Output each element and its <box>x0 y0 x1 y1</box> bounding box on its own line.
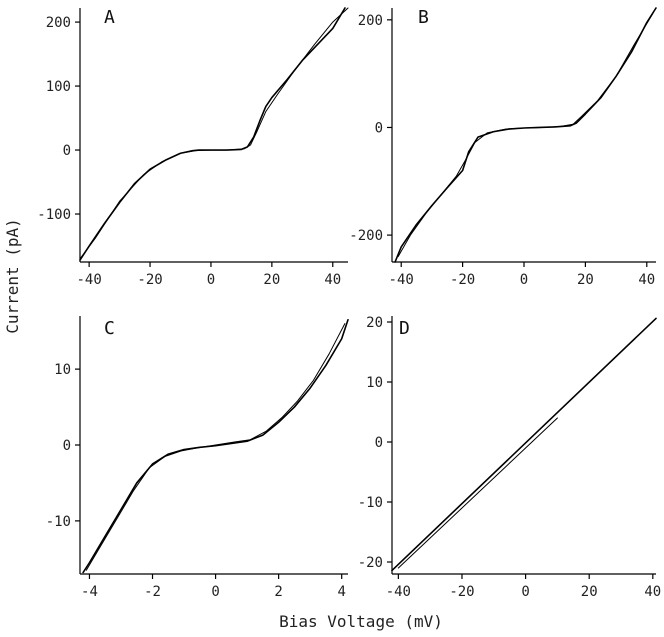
panel-b-x-tick-label: -40 <box>389 272 414 288</box>
panel-d-x-tick-label: -40 <box>386 584 411 600</box>
panel-a-y-tick-label: 100 <box>46 79 71 95</box>
panel-c-x-tick-label: 4 <box>337 584 345 600</box>
panel-c: C -4 -2 0 2 4 -10 0 10 <box>46 316 349 600</box>
panel-a-x-tick-label: -20 <box>137 272 162 288</box>
panel-b-x-tick-label: 20 <box>577 272 594 288</box>
panel-c-y-tick-label: 10 <box>54 362 71 378</box>
panel-a-x-tick-label: 20 <box>263 272 280 288</box>
panel-d-y-tick-label: 20 <box>366 315 383 331</box>
panel-a-y-tick-label: 200 <box>46 15 71 31</box>
panel-a: A -40 -20 0 20 40 -100 0 100 200 <box>37 7 349 288</box>
panel-d-x-tick-label: 0 <box>521 584 529 600</box>
panel-a-label: A <box>104 7 115 28</box>
panel-a-x-tick-label: -40 <box>76 272 101 288</box>
y-axis-title: Current (pA) <box>3 218 22 334</box>
panel-c-label: C <box>104 318 115 339</box>
panel-c-sweep-2 <box>85 323 346 571</box>
panel-a-y-tick-label: -100 <box>37 207 71 223</box>
panel-d-sweep-2 <box>397 417 558 569</box>
panel-d-y-tick-label: -10 <box>358 495 383 511</box>
panel-b-sweep-2 <box>397 12 654 258</box>
panel-d-x-tick-label: 40 <box>644 584 661 600</box>
panel-a-x-tick-label: 40 <box>324 272 341 288</box>
panel-c-x-tick-label: -4 <box>81 584 98 600</box>
x-axis-title: Bias Voltage (mV) <box>279 612 443 631</box>
panel-c-sweep-1 <box>82 318 349 574</box>
panel-a-sweep-2 <box>79 7 349 260</box>
panel-c-y-tick-label: -10 <box>46 514 71 530</box>
panel-b-y-tick-label: 200 <box>358 13 383 29</box>
panel-d-y-tick-label: -20 <box>358 555 383 571</box>
panel-a-sweep-1 <box>79 7 346 261</box>
panel-a-x-tick-label: 0 <box>207 272 215 288</box>
panel-d-x-tick-label: -20 <box>449 584 474 600</box>
panel-d-y-tick-label: 10 <box>366 375 383 391</box>
panel-b-y-tick-label: -200 <box>349 228 383 244</box>
panel-c-x-tick-label: -2 <box>144 584 161 600</box>
panel-b-x-tick-label: 40 <box>638 272 655 288</box>
panel-c-x-tick-label: 2 <box>274 584 282 600</box>
panel-d-x-tick-label: 20 <box>581 584 598 600</box>
panel-d-label: D <box>399 318 410 339</box>
panel-b-sweep-1 <box>394 7 657 263</box>
panel-a-y-tick-label: 0 <box>63 143 71 159</box>
panel-b-label: B <box>418 7 429 28</box>
panel-d-sweep-1 <box>391 317 657 572</box>
panel-c-x-tick-label: 0 <box>211 584 219 600</box>
panel-c-y-tick-label: 0 <box>63 438 71 454</box>
panel-b-x-tick-label: 0 <box>520 272 528 288</box>
panel-b-y-tick-label: 0 <box>375 120 383 136</box>
panel-b-x-tick-label: -20 <box>450 272 475 288</box>
panel-d-y-tick-label: 0 <box>375 435 383 451</box>
